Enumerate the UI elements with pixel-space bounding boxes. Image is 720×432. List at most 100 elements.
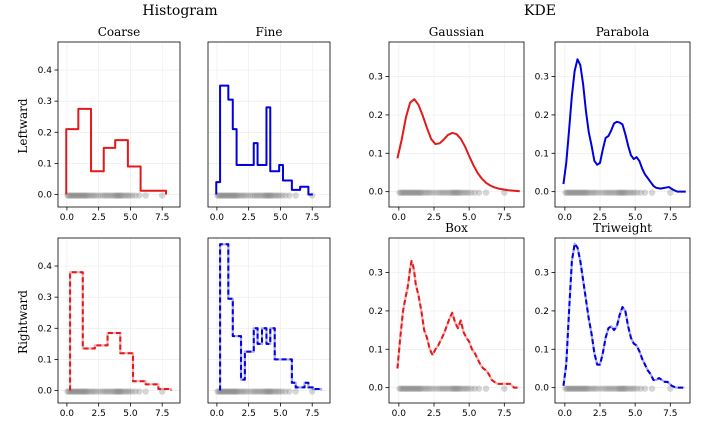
rug-point bbox=[410, 189, 417, 196]
y-tick-label: 0.3 bbox=[38, 293, 52, 303]
rug-point bbox=[247, 388, 254, 395]
rug-point bbox=[444, 189, 451, 196]
rug-point bbox=[136, 192, 143, 199]
rug-point bbox=[620, 385, 627, 392]
rug-point bbox=[648, 189, 656, 196]
series-line-shadow bbox=[68, 271, 173, 391]
rug-point bbox=[238, 192, 245, 199]
rug-point bbox=[570, 385, 578, 392]
rug-point bbox=[399, 189, 406, 196]
rug-point bbox=[430, 189, 437, 196]
rug-point bbox=[454, 385, 461, 392]
rug-point bbox=[103, 192, 111, 199]
axes-frame bbox=[388, 237, 525, 404]
rug-point bbox=[501, 385, 508, 392]
rug-point bbox=[637, 385, 644, 392]
rug-point bbox=[437, 385, 445, 392]
rug-point bbox=[566, 189, 573, 196]
rug-point bbox=[577, 385, 585, 392]
rug-point bbox=[122, 192, 130, 199]
rug-point bbox=[111, 192, 118, 199]
section-title-histogram: Histogram bbox=[142, 3, 217, 19]
rug-point bbox=[240, 388, 247, 395]
rug-point bbox=[78, 388, 85, 395]
rug-point bbox=[92, 388, 99, 395]
rug-point bbox=[608, 385, 615, 392]
rug-point bbox=[117, 388, 125, 395]
rug-point bbox=[236, 388, 243, 395]
series-line bbox=[219, 243, 323, 391]
rug-point bbox=[458, 385, 466, 392]
rug-point bbox=[261, 192, 268, 199]
rug-point bbox=[409, 385, 416, 392]
rug-point bbox=[257, 388, 264, 395]
rug-point bbox=[567, 385, 575, 392]
rug-point bbox=[219, 192, 226, 199]
rug-point bbox=[69, 192, 76, 199]
rug-point bbox=[414, 385, 422, 392]
panel-kde-parabola-leftward: 0.0 2.5 5.0 7.5 0.0 0.1 0.2 0.3 Parabola bbox=[535, 25, 691, 223]
rug-point bbox=[274, 388, 282, 395]
axes-frame bbox=[554, 237, 691, 404]
rug-point bbox=[261, 388, 268, 395]
rug-point bbox=[218, 192, 225, 199]
y-tick-label: 0.3 bbox=[535, 269, 549, 279]
rug-point bbox=[430, 385, 437, 392]
rug-point bbox=[461, 385, 468, 392]
rug-point bbox=[126, 192, 134, 199]
rug-point bbox=[575, 385, 582, 392]
rug-point bbox=[268, 388, 276, 395]
rug-point bbox=[413, 189, 420, 196]
x-tick-label: 2.5 bbox=[92, 409, 106, 419]
rug-point bbox=[451, 189, 458, 196]
panel-hist-coarse-rightward: 0.0 2.5 5.0 7.5 0.0 0.1 0.2 0.3 0.4 bbox=[38, 237, 181, 419]
y-tick-label: 0.2 bbox=[369, 111, 383, 121]
y-tick-label: 0.2 bbox=[535, 111, 549, 121]
rug-point bbox=[621, 189, 628, 196]
panel-title: Gaussian bbox=[429, 25, 485, 39]
rug-point bbox=[223, 388, 230, 395]
series-line bbox=[562, 242, 685, 389]
rug-point bbox=[115, 388, 122, 395]
rug-point bbox=[247, 192, 254, 199]
rug-point bbox=[417, 189, 424, 196]
rug-point bbox=[122, 388, 130, 395]
rug-point bbox=[255, 192, 263, 199]
rug-point bbox=[88, 192, 95, 199]
rug-point bbox=[471, 189, 478, 196]
rug-point bbox=[562, 189, 569, 196]
rug-point bbox=[634, 385, 641, 392]
rug-point bbox=[427, 189, 434, 196]
x-tick-label: 0.0 bbox=[558, 213, 573, 223]
rug-point bbox=[282, 388, 289, 395]
rug-point bbox=[617, 189, 624, 196]
rug-point bbox=[572, 385, 579, 392]
rug-point bbox=[618, 385, 625, 392]
rug-point bbox=[71, 192, 79, 199]
panel-hist-fine-leftward: 0.0 2.5 5.0 7.5 Fine bbox=[207, 25, 331, 223]
rug-point bbox=[576, 189, 583, 196]
series-line bbox=[562, 58, 686, 193]
series-line-shadow bbox=[396, 259, 519, 389]
rug-point bbox=[610, 385, 617, 392]
rug-point bbox=[107, 192, 114, 199]
rug-point bbox=[566, 385, 573, 392]
rug-point bbox=[414, 189, 422, 196]
rug-point bbox=[593, 189, 600, 196]
series-line bbox=[215, 84, 313, 196]
rug-point bbox=[435, 385, 443, 392]
rug-point bbox=[596, 189, 603, 196]
y-tick-label: 0.1 bbox=[535, 149, 549, 159]
y-tick-label: 0.1 bbox=[535, 345, 549, 355]
rug-point bbox=[244, 192, 252, 199]
rug-point bbox=[501, 189, 508, 196]
rug-point bbox=[582, 189, 589, 196]
rug-point bbox=[449, 385, 457, 392]
rug-point bbox=[118, 192, 126, 199]
axes-frame bbox=[57, 237, 181, 404]
rug-point bbox=[591, 385, 598, 392]
rug-point bbox=[416, 189, 423, 196]
rug-point bbox=[407, 385, 414, 392]
rug-point bbox=[90, 388, 97, 395]
rug-point bbox=[270, 192, 278, 199]
